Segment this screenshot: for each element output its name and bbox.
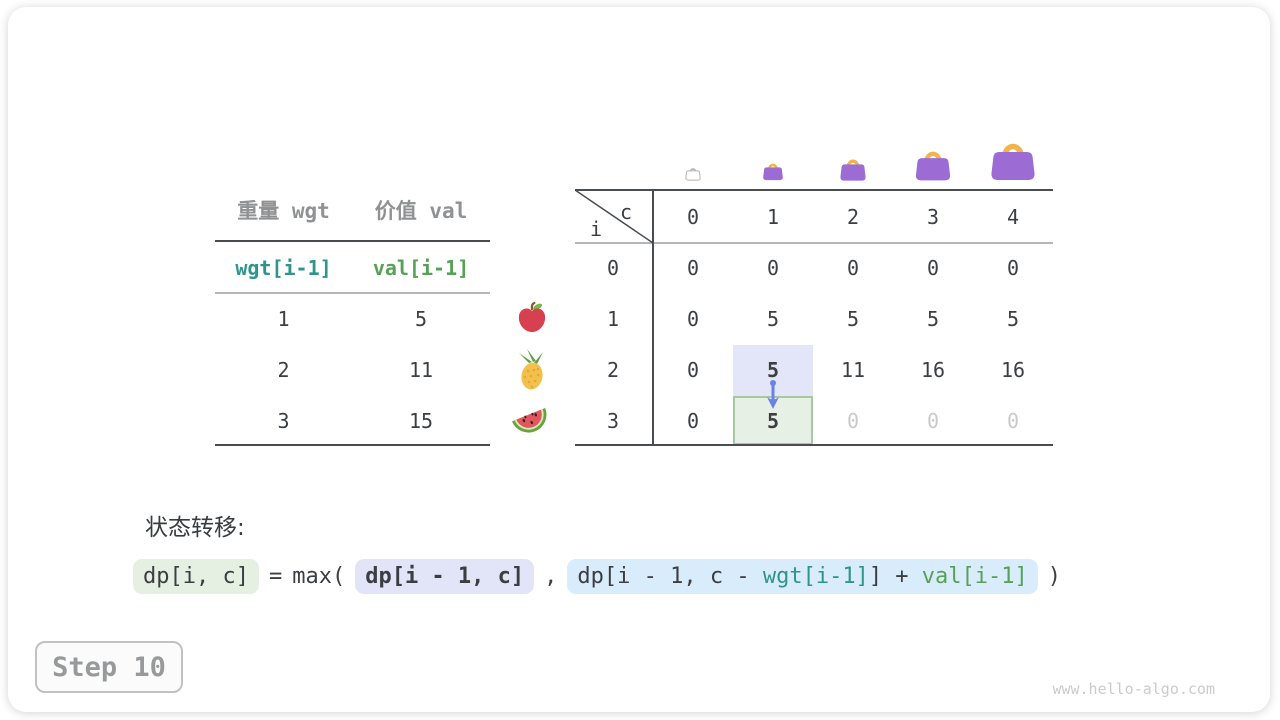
dp-row-label-1: 1 — [606, 307, 620, 331]
items-table-header-value: 价值 val — [374, 199, 468, 223]
item-1-value: 5 — [414, 307, 428, 331]
state-transition-label: 状态转移: — [145, 515, 245, 541]
dp-col-header-0: 0 — [686, 205, 700, 229]
items-table-wgt-var: wgt[i-1] — [235, 256, 332, 280]
item-3-weight: 3 — [277, 409, 290, 433]
watermelon-icon — [512, 407, 547, 433]
dp-cell-r2-c3: 16 — [920, 358, 946, 382]
dp-cell-r2-c4: 16 — [1000, 358, 1026, 382]
dp-cell-r0-c0: 0 — [686, 256, 700, 280]
dp-cell-r1-c4: 5 — [1006, 307, 1020, 331]
dp-cell-r3-c1-target: 5 — [766, 409, 780, 433]
dp-cell-r2-c0: 0 — [686, 358, 700, 382]
items-table-top-rule — [215, 240, 490, 242]
items-table-bottom-rule — [215, 444, 490, 446]
bag-large-icon — [915, 151, 951, 181]
formula-arg2-infix: ] + — [868, 564, 922, 589]
formula-close-paren: ) — [1047, 564, 1062, 589]
formula-lhs-chip: dp[i, c] — [133, 559, 259, 594]
bag-small-icon — [763, 163, 783, 181]
formula-arg2-val: val[i-1] — [921, 564, 1028, 589]
item-1-weight: 1 — [277, 307, 290, 331]
dp-cell-r1-c3: 5 — [926, 307, 940, 331]
dp-col-header-1: 1 — [766, 205, 780, 229]
dp-cell-r0-c4: 0 — [1006, 256, 1020, 280]
dp-cell-r3-c4: 0 — [1006, 409, 1020, 433]
dp-col-header-4: 4 — [1006, 205, 1020, 229]
dp-corner-diagonal — [575, 190, 653, 243]
item-3-value: 15 — [408, 409, 434, 433]
dp-col-header-3: 3 — [926, 205, 940, 229]
dp-cell-r1-c0: 0 — [686, 307, 700, 331]
formula-equals: = — [268, 564, 283, 589]
state-transition-formula: dp[i, c] = max( dp[i - 1, c] , dp[i - 1,… — [133, 559, 1061, 594]
items-table-mid-rule — [215, 292, 490, 294]
formula-arg1-chip: dp[i - 1, c] — [355, 559, 535, 594]
formula-arg2-wgt: wgt[i-1] — [762, 564, 869, 589]
dp-table-top-rule — [575, 189, 1053, 191]
bag-medium-icon — [840, 159, 866, 181]
dp-cell-r0-c3: 0 — [926, 256, 940, 280]
canvas-card — [8, 7, 1270, 712]
dp-cell-r1-c1: 5 — [766, 307, 780, 331]
step-badge-label: Step 10 — [52, 651, 166, 683]
dp-cell-r3-c0: 0 — [686, 409, 700, 433]
formula-comma: , — [544, 564, 558, 589]
formula-max-open: max( — [292, 564, 346, 589]
items-table-header-weight: 重量 wgt — [237, 199, 330, 223]
dp-cell-r2-c2: 11 — [840, 358, 866, 382]
dp-table-header-rule — [575, 242, 1053, 244]
item-2-weight: 2 — [277, 358, 290, 382]
formula-arg2-prefix: dp[i - 1, c - — [577, 564, 763, 589]
apple-icon — [518, 301, 546, 333]
bag-xlarge-icon — [991, 143, 1035, 180]
formula-arg2-chip: dp[i - 1, c - wgt[i-1]] + val[i-1] — [567, 559, 1038, 594]
dp-row-label-3: 3 — [606, 409, 620, 433]
dp-row-label-0: 0 — [606, 256, 620, 280]
dp-cell-r3-c2: 0 — [846, 409, 860, 433]
dp-corner-row-var: i — [589, 217, 603, 241]
step-badge: Step 10 — [35, 641, 183, 693]
dp-table-bottom-rule — [575, 444, 1053, 446]
dp-cell-r3-c3: 0 — [926, 409, 940, 433]
dp-cell-r1-c2: 5 — [846, 307, 860, 331]
bag-outline-icon — [685, 168, 701, 181]
dp-col-header-2: 2 — [846, 205, 860, 229]
dp-cell-r0-c2: 0 — [846, 256, 860, 280]
dp-table-vertical-rule — [652, 189, 654, 446]
site-url: www.hello-algo.com — [1052, 680, 1215, 698]
pineapple-icon — [519, 349, 543, 390]
dp-corner-col-var: c — [619, 200, 633, 224]
arrow-down-icon — [767, 380, 779, 409]
dp-cell-r0-c1: 0 — [766, 256, 780, 280]
dp-cell-r2-c1-source: 5 — [766, 358, 780, 382]
items-table-val-var: val[i-1] — [372, 256, 470, 280]
item-2-value: 11 — [408, 358, 434, 382]
dp-row-label-2: 2 — [606, 358, 620, 382]
